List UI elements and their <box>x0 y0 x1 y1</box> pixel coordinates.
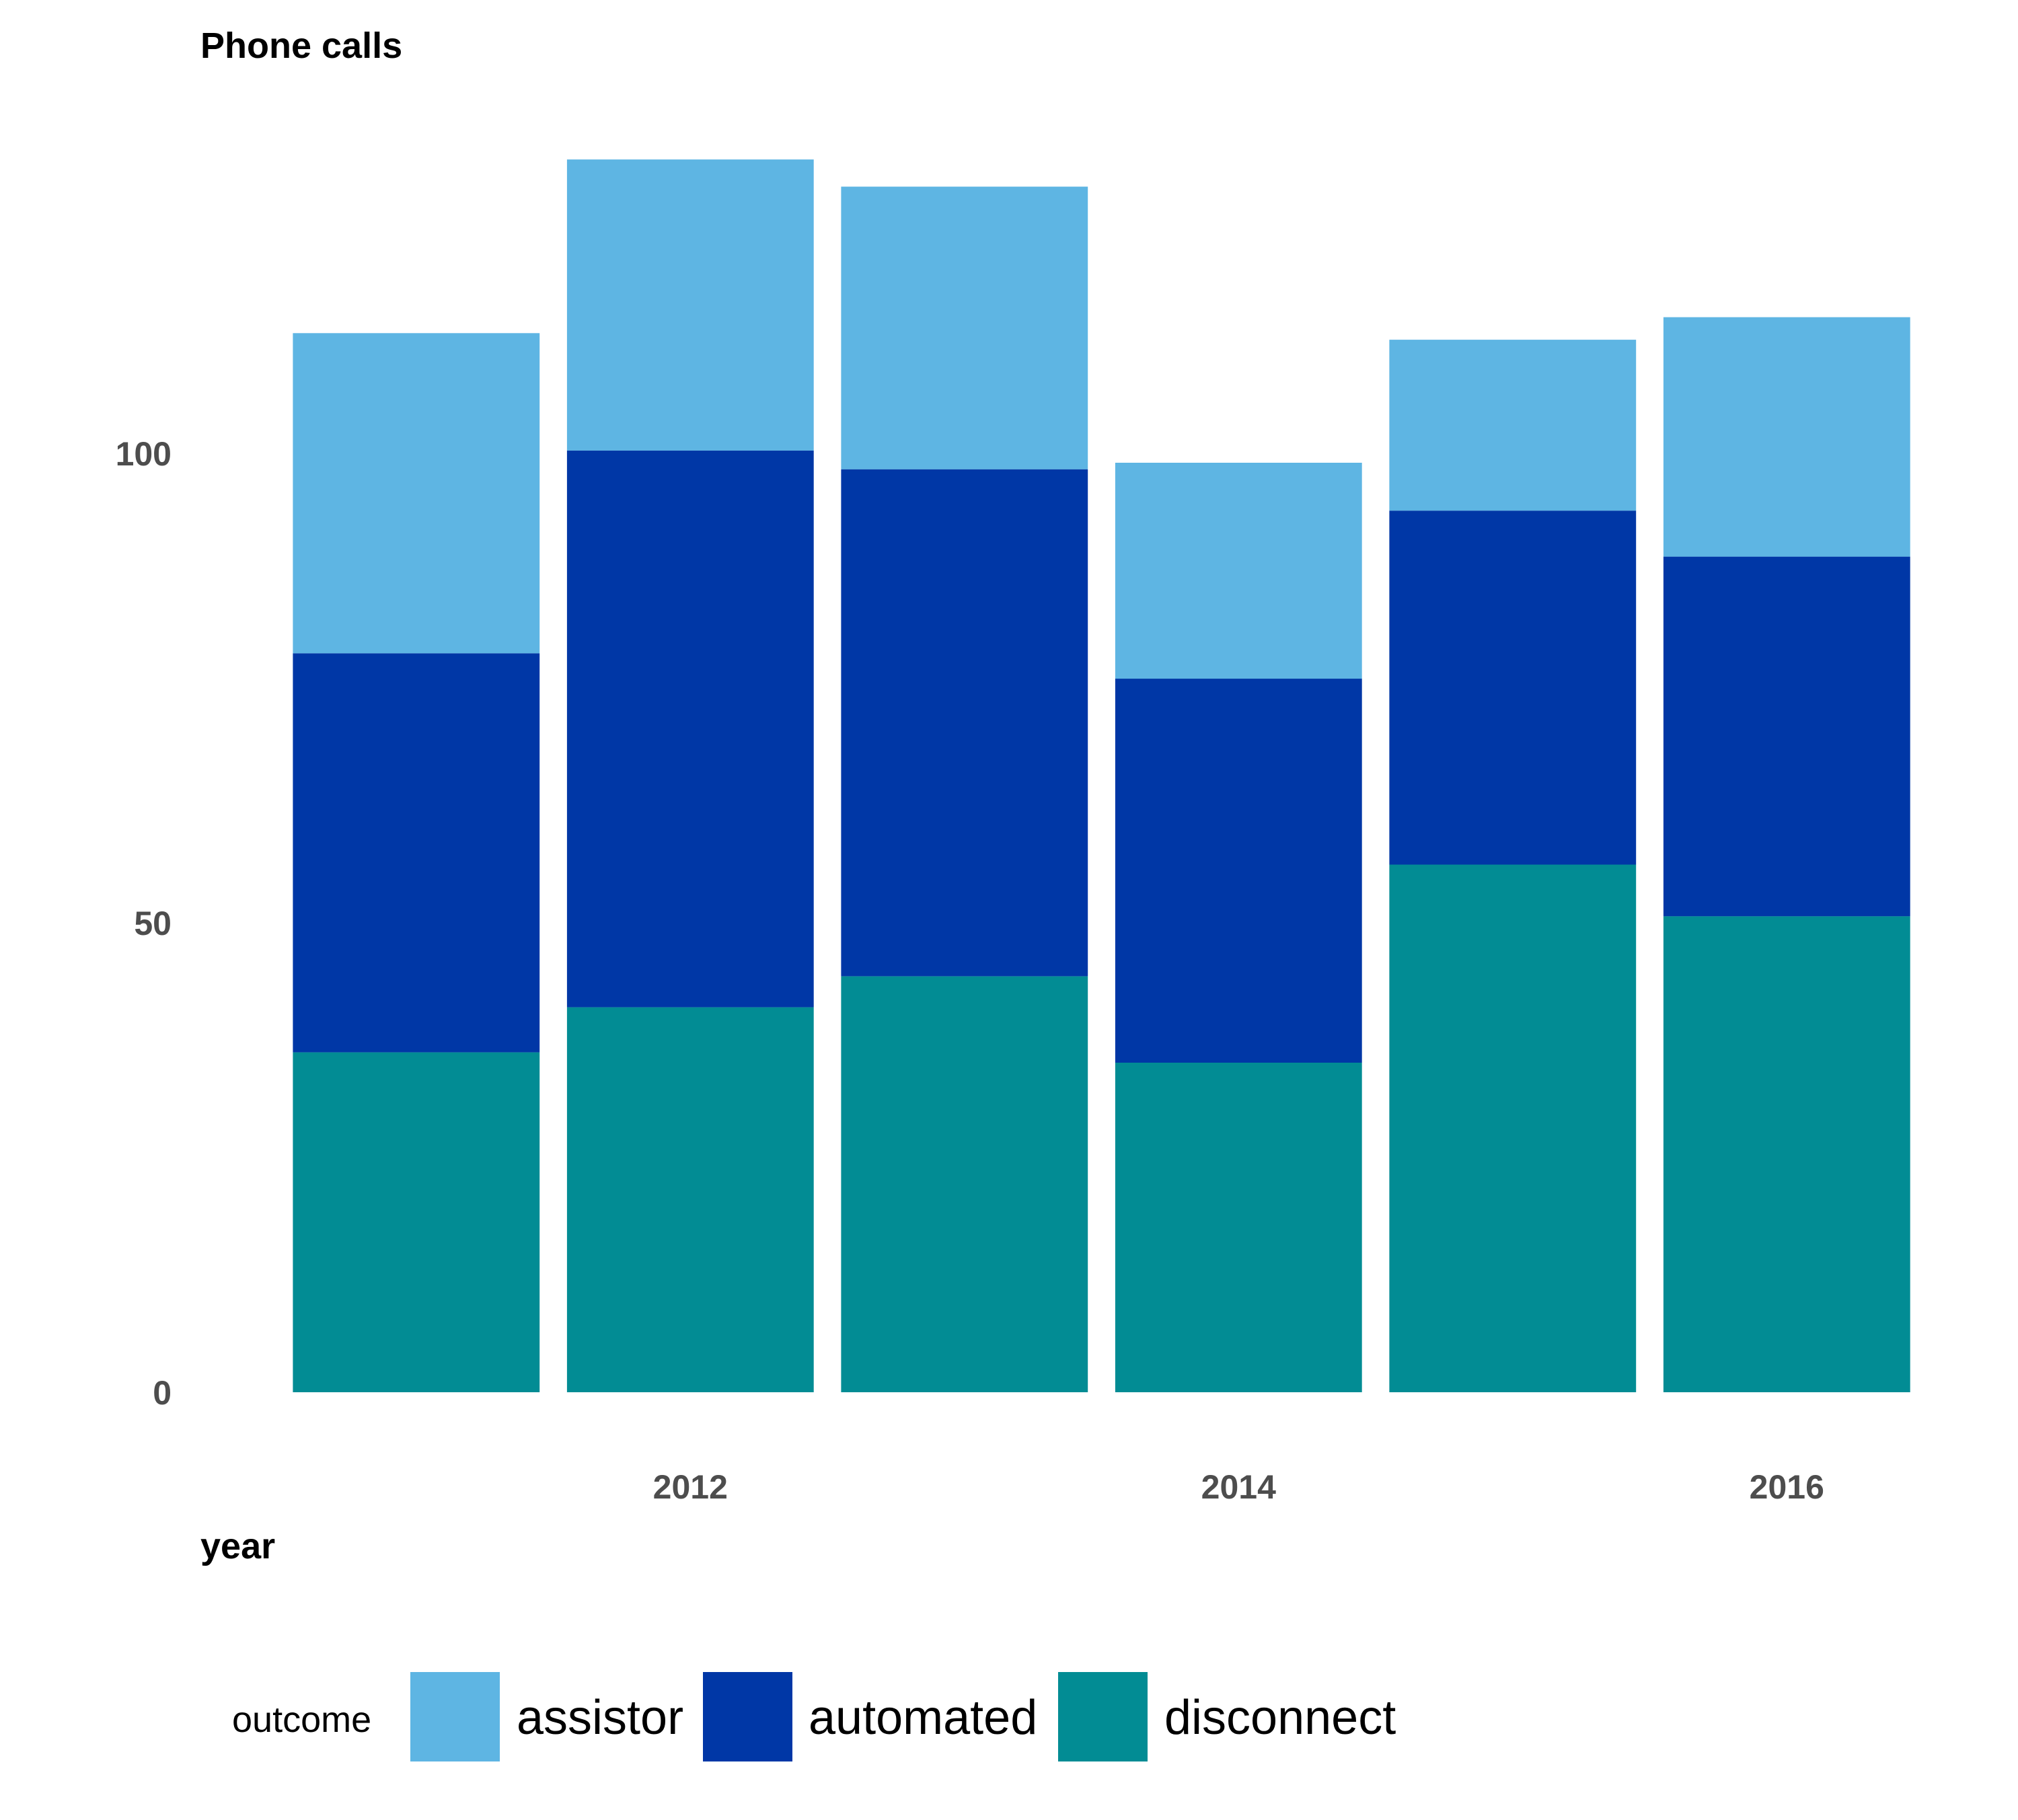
legend-title: outcome <box>232 1700 371 1740</box>
bar-automated-2013 <box>841 469 1088 977</box>
bar-assistor-2011 <box>293 333 540 654</box>
y-tick-label: 50 <box>134 905 172 942</box>
bar-automated-2016 <box>1663 556 1910 917</box>
bar-automated-2012 <box>566 450 814 1008</box>
x-tick-label: 2012 <box>653 1468 728 1506</box>
bar-automated-2011 <box>293 653 540 1053</box>
bar-assistor-2015 <box>1389 340 1637 511</box>
bar-automated-2015 <box>1389 510 1637 865</box>
bar-disconnect-2015 <box>1389 864 1637 1392</box>
legend-label-assistor: assistor <box>517 1691 683 1745</box>
bar-disconnect-2012 <box>566 1007 814 1392</box>
bar-automated-2014 <box>1115 679 1362 1063</box>
legend-key-disconnect <box>1058 1672 1148 1761</box>
y-axis-ticks: 0 50 100 <box>116 435 172 1412</box>
bar-disconnect-2011 <box>293 1052 540 1392</box>
legend-key-automated <box>703 1672 792 1761</box>
x-axis-ticks: 2012 2014 2016 <box>653 1468 1824 1506</box>
x-axis-label: year <box>200 1526 275 1566</box>
chart-title: Phone calls <box>200 26 402 66</box>
legend-label-disconnect: disconnect <box>1164 1691 1396 1745</box>
legend-key-assistor <box>410 1672 500 1761</box>
legend: outcome assistor automated disconnect <box>232 1672 1396 1761</box>
x-tick-label: 2014 <box>1201 1468 1276 1506</box>
y-tick-label: 0 <box>153 1374 172 1412</box>
bar-assistor-2012 <box>566 159 814 451</box>
bar-disconnect-2016 <box>1663 916 1910 1392</box>
legend-entries: assistor automated disconnect <box>410 1672 1396 1761</box>
bars-layer <box>293 159 1910 1392</box>
x-tick-label: 2016 <box>1750 1468 1824 1506</box>
bar-disconnect-2013 <box>841 976 1088 1392</box>
bar-assistor-2013 <box>841 186 1088 469</box>
y-tick-label: 100 <box>116 435 172 473</box>
bar-disconnect-2014 <box>1115 1063 1362 1392</box>
bar-assistor-2016 <box>1663 317 1910 557</box>
legend-label-automated: automated <box>809 1691 1037 1745</box>
bar-assistor-2014 <box>1115 463 1362 679</box>
